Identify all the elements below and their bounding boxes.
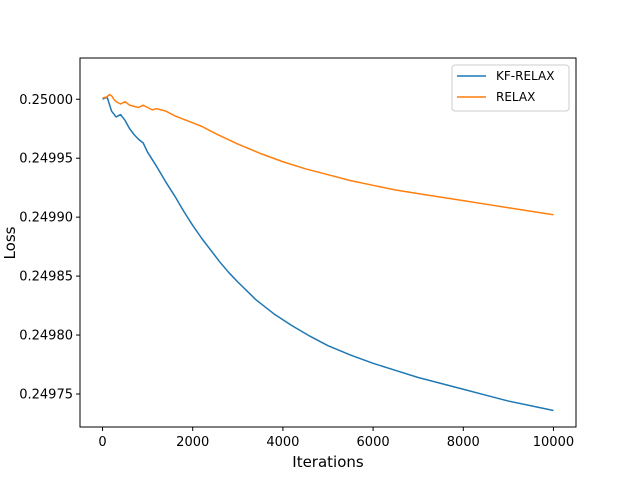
y-tick-label: 0.24980 bbox=[19, 329, 73, 344]
y-tick-label: 0.24985 bbox=[19, 270, 73, 285]
x-tick-label: 8000 bbox=[447, 435, 480, 450]
y-axis-title: Loss bbox=[1, 226, 19, 259]
series-line-1 bbox=[102, 93, 554, 216]
y-tick-label: 0.24975 bbox=[19, 387, 73, 402]
series-line-0 bbox=[102, 96, 554, 412]
plot-area bbox=[102, 93, 554, 412]
axes-frame bbox=[79, 57, 577, 428]
x-axis: 0 2000 4000 6000 8000 10000 bbox=[98, 427, 574, 450]
y-axis: 0.24975 0.24980 0.24985 0.24990 0.24995 0.250… bbox=[19, 93, 80, 402]
y-tick-label: 0.24990 bbox=[19, 211, 73, 226]
legend-label-0: KF-RELAX bbox=[496, 69, 554, 83]
x-tick-label: 0 bbox=[98, 435, 106, 450]
legend-label-1: RELAX bbox=[496, 90, 535, 104]
x-tick-label: 10000 bbox=[533, 435, 574, 450]
x-axis-title: Iterations bbox=[292, 453, 364, 471]
x-tick-label: 6000 bbox=[357, 435, 390, 450]
y-tick-label: 0.25000 bbox=[19, 93, 73, 108]
x-tick-label: 4000 bbox=[266, 435, 299, 450]
x-tick-label: 2000 bbox=[176, 435, 209, 450]
legend: KF-RELAX RELAX bbox=[451, 64, 570, 112]
y-tick-label: 0.24995 bbox=[19, 152, 73, 167]
